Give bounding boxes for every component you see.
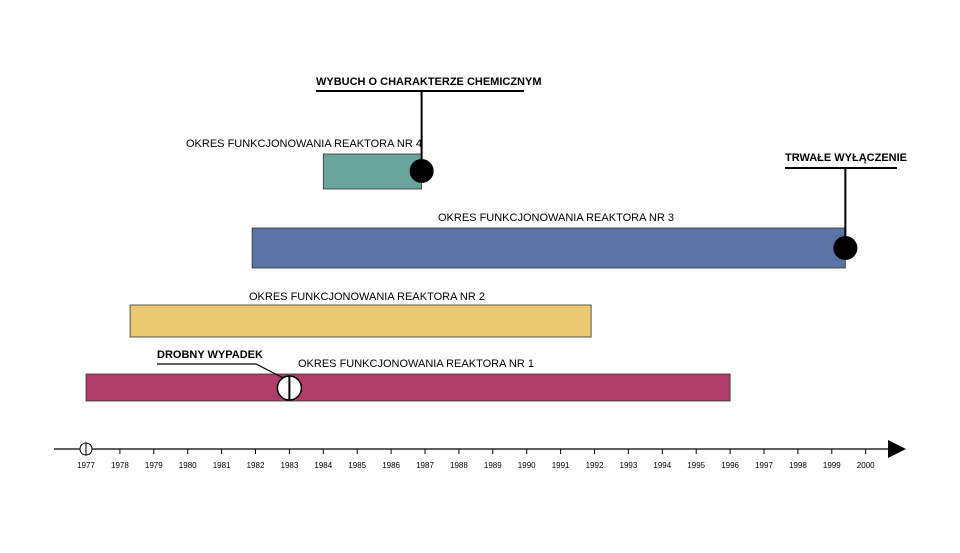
axis-tick-label-1978: 1978 bbox=[111, 461, 129, 470]
axis-tick-label-1992: 1992 bbox=[586, 461, 604, 470]
minor-accident-label: DROBNY WYPADEK bbox=[157, 349, 263, 361]
reactor-4-bar bbox=[322, 153, 423, 190]
axis-tick-label-1988: 1988 bbox=[450, 461, 468, 470]
axis-tick-label-1986: 1986 bbox=[382, 461, 400, 470]
axis-tick-label-2000: 2000 bbox=[857, 461, 875, 470]
axis-tick-label-1983: 1983 bbox=[281, 461, 299, 470]
reactor-1-label: OKRES FUNKCJONOWANIA REAKTORA NR 1 bbox=[298, 358, 534, 370]
axis-tick-label-1982: 1982 bbox=[247, 461, 265, 470]
reactor-1-bar bbox=[85, 373, 731, 402]
axis-tick-label-1987: 1987 bbox=[416, 461, 434, 470]
axis-tick-label-1998: 1998 bbox=[789, 461, 807, 470]
time-axis-arrow bbox=[888, 440, 906, 458]
axis-tick-label-1994: 1994 bbox=[653, 461, 671, 470]
axis-tick-label-1984: 1984 bbox=[314, 461, 332, 470]
axis-ticks: 1977 1978 1979 1980 1981 1982 1983 1984 1985 1986… bbox=[77, 449, 875, 470]
axis-tick-label-1989: 1989 bbox=[484, 461, 502, 470]
axis-tick-label-1999: 1999 bbox=[823, 461, 841, 470]
axis-tick-label-1995: 1995 bbox=[687, 461, 705, 470]
reactor-3-bar bbox=[251, 227, 846, 269]
axis-tick-label-1996: 1996 bbox=[721, 461, 739, 470]
minor-accident-leader bbox=[157, 363, 284, 379]
axis-tick-label-1981: 1981 bbox=[213, 461, 231, 470]
axis-tick-label-1979: 1979 bbox=[145, 461, 163, 470]
shutdown-marker bbox=[833, 236, 858, 260]
shutdown-label: TRWAŁE WYŁĄCZENIE bbox=[785, 152, 907, 164]
axis-tick-label-1993: 1993 bbox=[620, 461, 638, 470]
axis-tick-label-1985: 1985 bbox=[348, 461, 366, 470]
minor-accident-marker bbox=[276, 375, 303, 401]
axis-tick-label-1997: 1997 bbox=[755, 461, 773, 470]
explosion-label: WYBUCH O CHARAKTERZE CHEMICZNYM bbox=[316, 76, 542, 88]
axis-tick-label-1991: 1991 bbox=[552, 461, 570, 470]
reactor-4-label: OKRES FUNKCJONOWANIA REAKTORA NR 4 bbox=[186, 138, 422, 150]
axis-tick-label-1980: 1980 bbox=[179, 461, 197, 470]
axis-tick-label-1977: 1977 bbox=[77, 461, 95, 470]
explosion-marker bbox=[409, 159, 434, 183]
reactor-2-label: OKRES FUNKCJONOWANIA REAKTORA NR 2 bbox=[249, 291, 485, 303]
axis-tick-label-1990: 1990 bbox=[518, 461, 536, 470]
reactor-3-label: OKRES FUNKCJONOWANIA REAKTORA NR 3 bbox=[438, 212, 674, 224]
reactor-2-bar bbox=[129, 304, 592, 338]
